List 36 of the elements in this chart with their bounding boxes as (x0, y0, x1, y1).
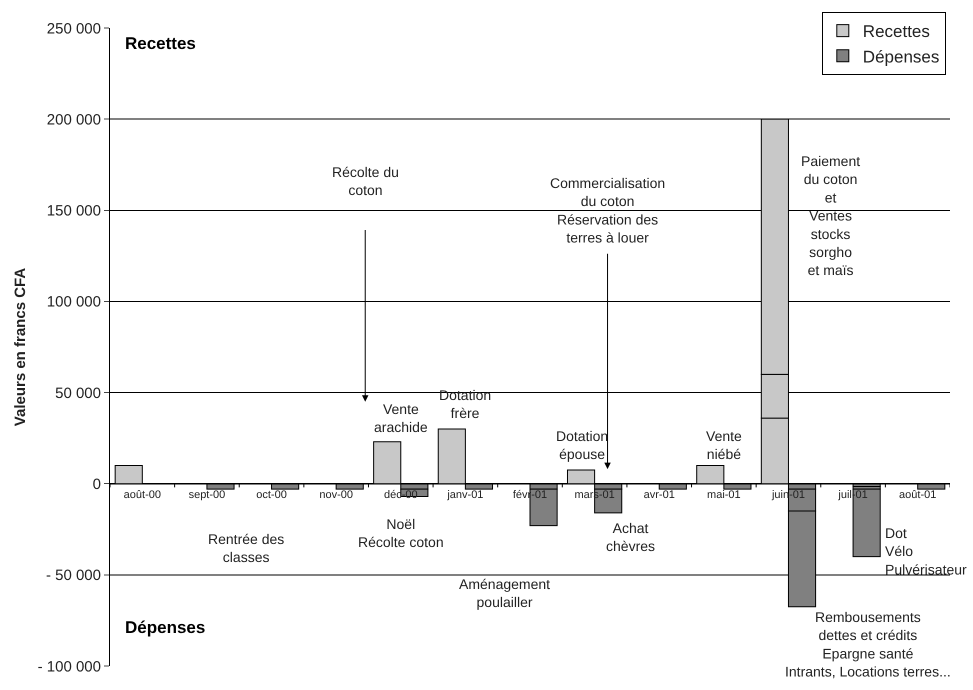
y-tick-label: 150 000 (46, 202, 101, 220)
annotation: Paiement du coton et Ventes stocks sorgho et maïs (801, 153, 860, 278)
annotation: Commercialisation du coton Réservation des terres à louer (550, 175, 666, 246)
x-tick-label: juil-01 (837, 488, 868, 501)
x-tick-label: déc-00 (384, 488, 418, 501)
annotation: Vente arachide (374, 401, 428, 436)
x-tick-label: mai-01 (707, 488, 741, 501)
annotation: Vente niébé (706, 428, 742, 462)
annotation: Aménagement poulailler (459, 576, 550, 610)
x-tick-label: août-01 (899, 488, 936, 501)
annotation: Recettes (125, 34, 196, 53)
x-tick-label: oct-00 (256, 488, 287, 501)
annotation: Dépenses (125, 618, 206, 637)
annotation: Récolte du coton (332, 164, 399, 198)
annotation: Rembousements dettes et crédits Epargne santé Intrants, Locations terres... (785, 609, 951, 680)
annotation: Achat chèvres (606, 520, 656, 554)
legend-label: Dépenses (862, 47, 940, 66)
y-tick-label: 250 000 (46, 20, 101, 38)
legend-label: Recettes (862, 22, 930, 42)
x-tick-label: août-00 (124, 488, 161, 501)
annotation: Noël Récolte coton (358, 516, 444, 550)
x-tick-label: févr-01 (512, 488, 548, 501)
x-tick-label: nov-00 (319, 488, 353, 501)
annotation: Dot Vélo Pulvérisateur (885, 525, 968, 578)
y-tick-label: - 50 000 (46, 567, 101, 584)
y-tick-label: 100 000 (46, 294, 101, 311)
y-tick-label: - 100 000 (38, 658, 101, 676)
y-tick-label: 0 (92, 476, 101, 493)
y-tick-label: 50 000 (55, 384, 101, 402)
x-tick-label: avr-01 (644, 488, 675, 501)
x-tick-label: sept-00 (188, 488, 226, 501)
y-tick-label: 200 000 (46, 111, 101, 128)
x-tick-label: janv-01 (446, 488, 484, 501)
x-tick-label: mars-01 (574, 488, 615, 501)
y-axis-title: Valeurs en francs CFA (12, 268, 29, 426)
annotation: Rentrée des classes (208, 531, 284, 566)
